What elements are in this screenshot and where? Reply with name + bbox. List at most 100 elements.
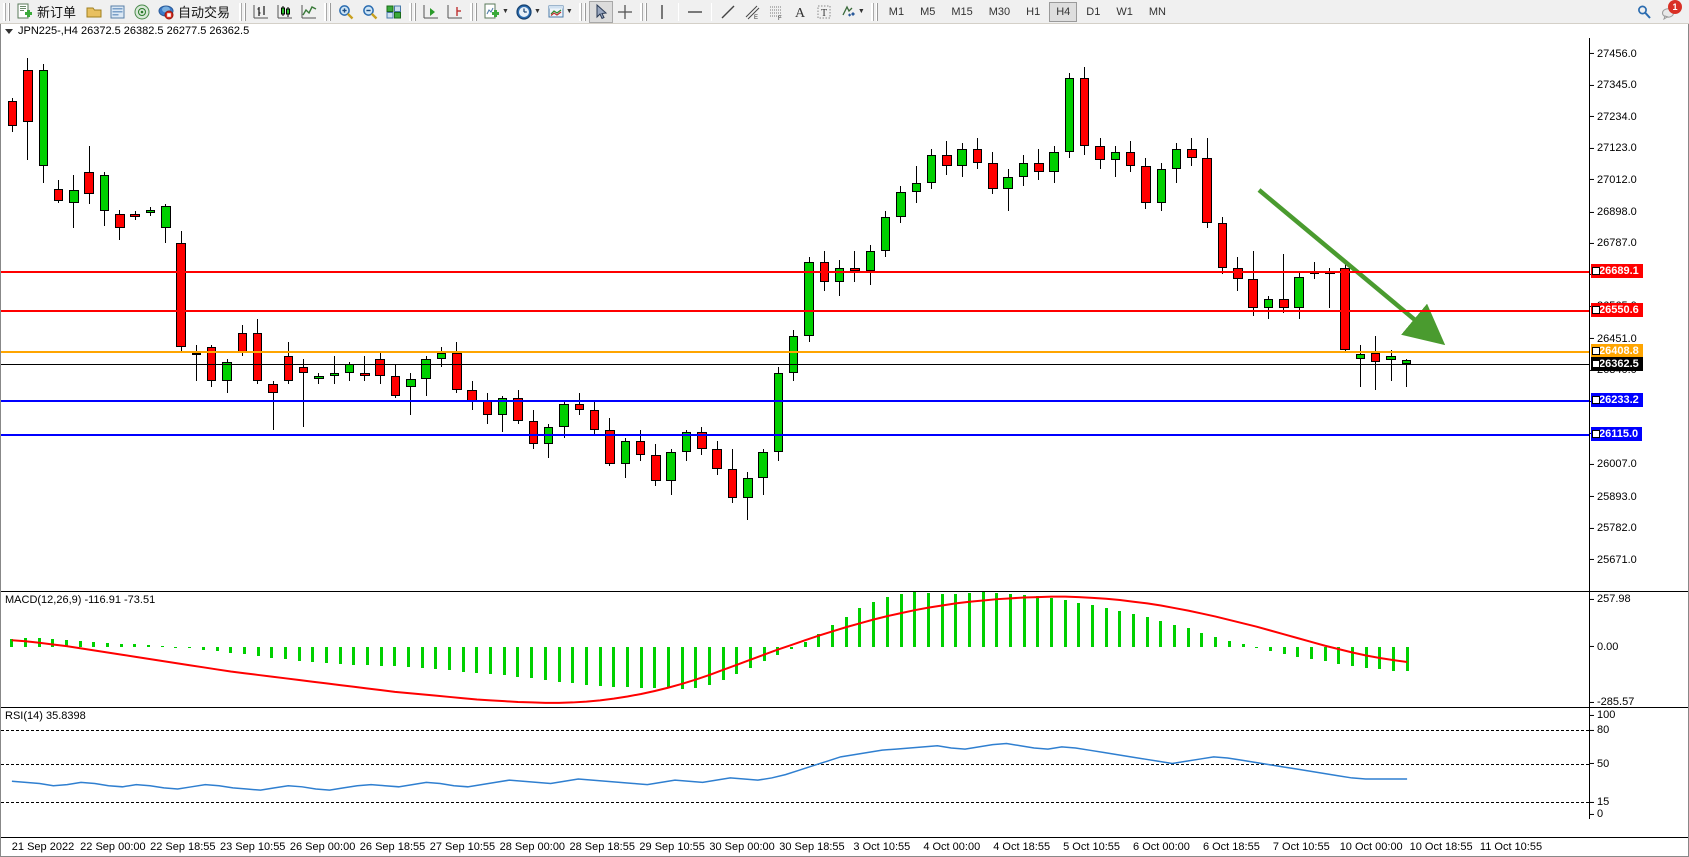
macd-plot-area[interactable] xyxy=(1,592,1589,707)
level-line-resistance-1[interactable] xyxy=(1,271,1589,274)
auto-scroll-button[interactable] xyxy=(419,1,443,23)
templates-button[interactable]: ▼ xyxy=(544,1,576,23)
macd-pane[interactable]: MACD(12,26,9) -116.91 -73.51 257.98 0.00 -… xyxy=(1,591,1688,707)
rsi-axis[interactable]: 100 80 50 15 0 xyxy=(1589,708,1688,819)
new-order-button[interactable]: 新订单 xyxy=(13,1,82,23)
timeframe-h4-button[interactable]: H4 xyxy=(1049,1,1078,22)
level-line-current-price[interactable] xyxy=(1,363,1589,365)
chevron-down-icon[interactable]: ▼ xyxy=(533,8,541,15)
timeframe-m1-button[interactable]: M1 xyxy=(888,5,905,18)
text-button[interactable]: A xyxy=(788,1,812,23)
chart-shift-button[interactable] xyxy=(443,1,467,23)
price-pane[interactable]: 27456.0 27345.0 27234.0 27123.0 27012.0 26898… xyxy=(1,38,1688,591)
timeframe-w1-button[interactable]: W1 xyxy=(1116,5,1133,18)
chevron-down-icon[interactable]: ▼ xyxy=(502,8,509,15)
search-button[interactable] xyxy=(1633,1,1655,23)
navigator-button[interactable] xyxy=(130,1,154,23)
price-label-resistance-2[interactable]: 26550.6 xyxy=(1591,303,1643,318)
line-chart-button[interactable] xyxy=(297,1,321,23)
candle-body xyxy=(497,398,508,416)
toolbar-grip[interactable] xyxy=(639,2,647,21)
toolbar-grip[interactable] xyxy=(578,2,586,21)
add-indicator-button[interactable]: ▼ xyxy=(480,1,512,23)
macd-histogram-bar xyxy=(1091,605,1095,647)
rsi-tick-label: 100 xyxy=(1597,709,1616,722)
candle-body xyxy=(911,183,921,192)
price-tick-label: 26451.0 xyxy=(1597,332,1637,345)
fibonacci-button[interactable]: F xyxy=(764,1,788,23)
time-axis-label: 11 Oct 10:55 xyxy=(1479,841,1543,853)
price-axis[interactable]: 27456.0 27345.0 27234.0 27123.0 27012.0 26898… xyxy=(1589,38,1688,591)
trendline-button[interactable] xyxy=(716,1,740,23)
timeframe-h1-button[interactable]: H1 xyxy=(1026,5,1041,18)
level-line-support-2[interactable] xyxy=(1,433,1589,436)
toolbar-grip[interactable] xyxy=(870,2,878,21)
level-line-support-1[interactable] xyxy=(1,400,1589,403)
data-window-button[interactable] xyxy=(106,1,130,23)
macd-histogram-bar xyxy=(324,646,328,664)
timeframe-m15-button[interactable]: M15 xyxy=(951,5,973,18)
toolbar-grip[interactable] xyxy=(239,2,247,21)
price-label-pivot[interactable]: 26408.8 xyxy=(1591,343,1643,358)
time-axis[interactable]: 21 Sep 2022 22 Sep 00:00 22 Sep 18:55 23 Se… xyxy=(1,837,1688,856)
tick-dash xyxy=(1590,646,1594,648)
candle-body xyxy=(1294,276,1304,308)
notifications-button[interactable]: 1 xyxy=(1655,0,1683,23)
price-label-support-1[interactable]: 26233.2 xyxy=(1591,393,1643,408)
timeframe-m5-button[interactable]: M5 xyxy=(920,5,936,18)
price-plot-area[interactable] xyxy=(1,38,1589,591)
horizontal-line-button[interactable] xyxy=(683,1,707,23)
timeframe-m30-button[interactable]: M30 xyxy=(988,5,1011,18)
candlestick-chart-button[interactable] xyxy=(273,1,297,23)
chevron-down-icon[interactable]: ▼ xyxy=(565,8,573,15)
level-line-resistance-2[interactable] xyxy=(1,310,1589,313)
terminal-button[interactable] xyxy=(82,1,106,23)
price-label-resistance-1[interactable]: 26689.1 xyxy=(1591,264,1643,279)
macd-axis[interactable]: 257.98 0.00 -285.57 xyxy=(1589,592,1688,707)
price-label-support-2[interactable]: 26115.0 xyxy=(1591,426,1643,441)
tile-windows-button[interactable] xyxy=(382,1,406,23)
timeframe-d1-button[interactable]: D1 xyxy=(1086,5,1101,18)
zoom-out-button[interactable] xyxy=(358,1,382,23)
vertical-line-button[interactable] xyxy=(650,1,674,23)
period-button[interactable]: ▼ xyxy=(512,1,544,23)
price-tick: 27123.0 xyxy=(1590,142,1637,154)
chart-menu-caret-icon[interactable] xyxy=(5,28,13,34)
macd-histogram-bar xyxy=(119,643,123,647)
toolbar-grip[interactable] xyxy=(3,2,10,21)
time-axis-label: 5 Oct 10:55 xyxy=(1063,841,1120,853)
cursor-button[interactable] xyxy=(588,0,613,23)
macd-histogram-bar xyxy=(543,646,547,680)
bar-chart-button[interactable] xyxy=(249,1,273,23)
text-label-button[interactable]: T xyxy=(812,1,836,23)
candle-body xyxy=(390,375,401,396)
level-line-pivot[interactable] xyxy=(1,350,1589,353)
notification-count: 1 xyxy=(1668,0,1682,14)
rsi-plot-area[interactable] xyxy=(1,708,1589,819)
macd-histogram-bar xyxy=(844,616,848,647)
zoom-in-button[interactable] xyxy=(334,1,358,23)
price-label-current-price[interactable]: 26362.5 xyxy=(1591,356,1643,371)
autotrading-button[interactable]: 自动交易 xyxy=(154,1,236,23)
objects-button[interactable]: ▼ xyxy=(836,1,868,23)
candle-wick xyxy=(1007,168,1009,212)
new-order-button-label: 新订单 xyxy=(37,5,77,20)
toolbar-grip[interactable] xyxy=(409,2,417,21)
rsi-tick-label: 0 xyxy=(1597,808,1604,819)
candle-wick xyxy=(272,381,274,430)
timeframe-mn-button[interactable]: MN xyxy=(1148,5,1166,18)
time-axis-label: 28 Sep 00:00 xyxy=(499,841,566,853)
candle-body xyxy=(1003,177,1013,189)
equidistant-channel-button[interactable]: E xyxy=(740,1,764,23)
toolbar-grip[interactable] xyxy=(470,2,478,21)
toolbar-grip[interactable] xyxy=(324,2,332,21)
candle-body xyxy=(1386,355,1396,361)
price-tick: 26007.0 xyxy=(1590,458,1637,470)
crosshair-button[interactable] xyxy=(613,1,637,23)
chevron-down-icon[interactable]: ▼ xyxy=(857,8,865,15)
macd-histogram-bar xyxy=(1337,646,1341,664)
macd-histogram-bar xyxy=(926,592,930,647)
notification-badge-wrap: 1 xyxy=(1658,0,1682,23)
price-label-text: 26115.0 xyxy=(1599,427,1639,440)
rsi-pane[interactable]: RSI(14) 35.8398 100 80 50 15 0 xyxy=(1,707,1688,819)
